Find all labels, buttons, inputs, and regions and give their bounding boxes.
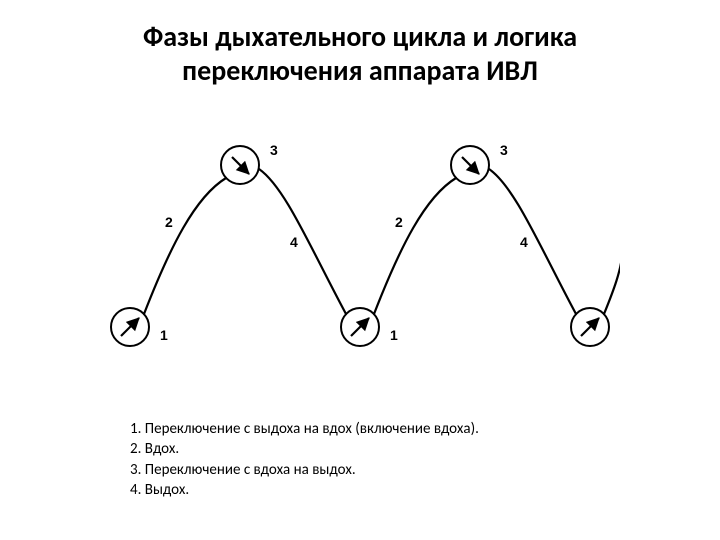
diagram-svg: 1 2 3 4 1 2 3 4 — [100, 127, 620, 367]
svg-text:1: 1 — [160, 327, 168, 343]
svg-text:1: 1 — [390, 327, 398, 343]
legend: 1. Переключение с выдоха на вдох (включе… — [130, 419, 479, 500]
breathing-cycle-diagram: 1 2 3 4 1 2 3 4 — [100, 127, 620, 367]
svg-text:4: 4 — [520, 234, 528, 250]
legend-item: 2. Вдох. — [130, 439, 479, 459]
title-line-2: переключения аппарата ИВЛ — [182, 53, 538, 88]
title-line-1: Фазы дыхательного цикла и логика — [143, 19, 577, 54]
legend-item: 3. Переключение с вдоха на выдох. — [130, 460, 479, 480]
page-title: Фазы дыхательного цикла и логика переклю… — [0, 0, 720, 97]
svg-text:4: 4 — [290, 234, 298, 250]
legend-item: 4. Выдох. — [130, 480, 479, 500]
svg-text:2: 2 — [165, 214, 173, 230]
svg-text:2: 2 — [395, 214, 403, 230]
svg-text:3: 3 — [270, 142, 278, 158]
svg-text:3: 3 — [500, 142, 508, 158]
legend-item: 1. Переключение с выдоха на вдох (включе… — [130, 419, 479, 439]
